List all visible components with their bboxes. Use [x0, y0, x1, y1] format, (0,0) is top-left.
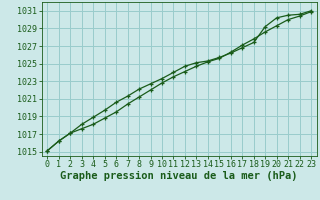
X-axis label: Graphe pression niveau de la mer (hPa): Graphe pression niveau de la mer (hPa) [60, 171, 298, 181]
